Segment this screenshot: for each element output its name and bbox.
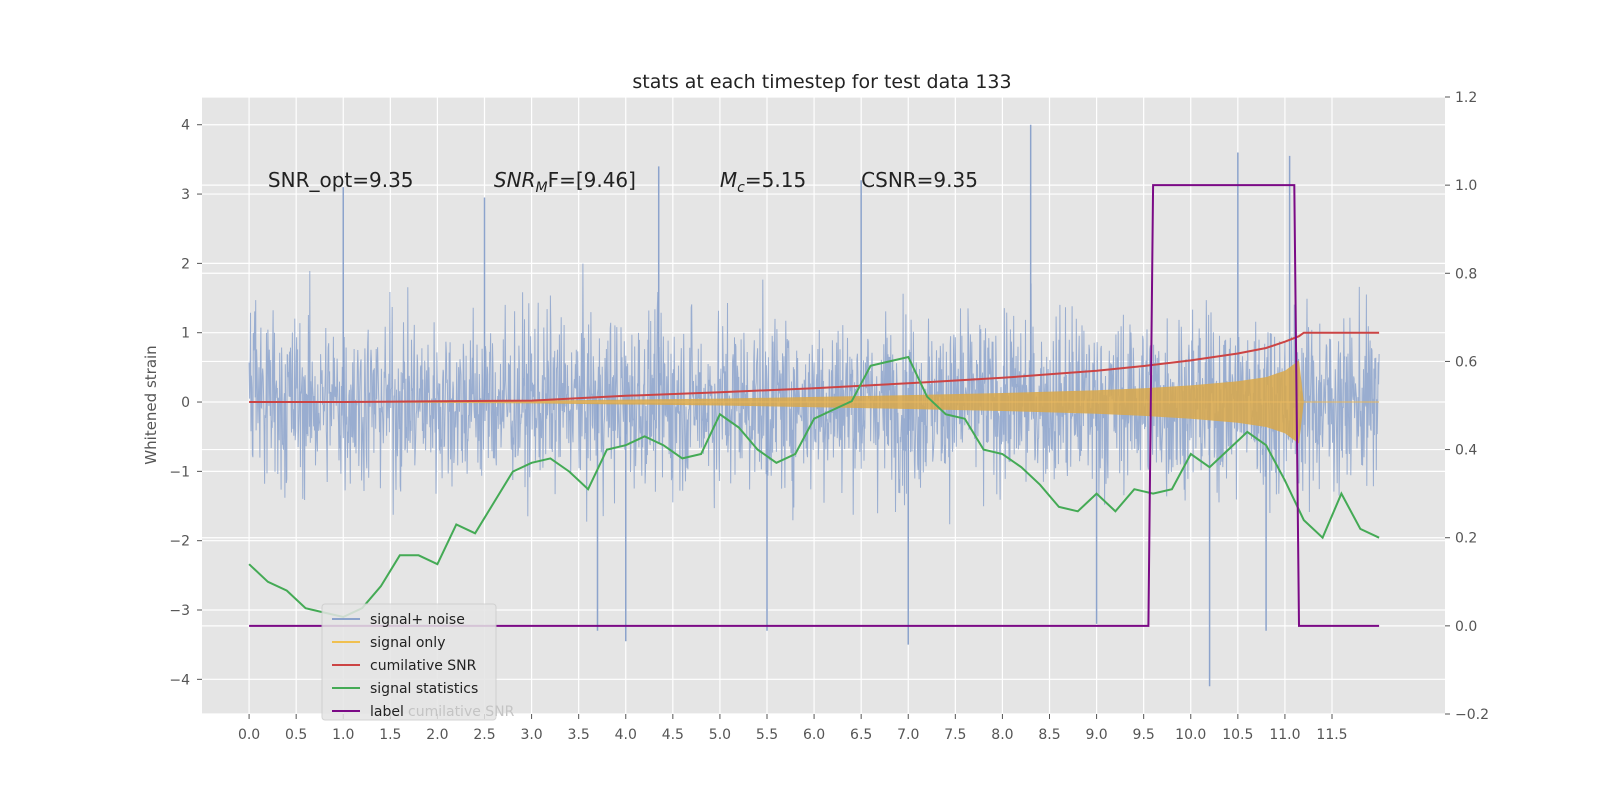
legend-entry: signal only bbox=[370, 635, 445, 651]
y2-tick-label: 0.0 bbox=[1455, 619, 1477, 635]
legend-entry: label bbox=[370, 704, 404, 720]
y2-tick-label: 0.8 bbox=[1455, 266, 1477, 282]
x-tick-label: 5.5 bbox=[756, 727, 778, 743]
label-line bbox=[249, 184, 1380, 627]
y-tick-label: −1 bbox=[169, 464, 190, 480]
y-axis-label: Whitened strain bbox=[142, 345, 160, 464]
y2-tick-label: 0.4 bbox=[1455, 443, 1477, 459]
x-tick-label: 10.0 bbox=[1175, 727, 1206, 743]
y2-tick-label: 1.2 bbox=[1455, 90, 1477, 106]
annotations: SNR_opt=9.35 SNRMF=[9.46] Mc=5.15 CSNR=9.35 bbox=[268, 168, 978, 196]
annotation-2: Mc=5.15 bbox=[720, 168, 806, 196]
x-tick-label: 3.0 bbox=[520, 727, 542, 743]
x-tick-label: 6.5 bbox=[850, 727, 872, 743]
annotation-3: CSNR=9.35 bbox=[861, 168, 978, 192]
legend-entry: signal+ noise bbox=[370, 612, 465, 628]
legend-box bbox=[321, 603, 497, 721]
cumulative-snr-line bbox=[249, 331, 1380, 403]
x-tick-label: 1.5 bbox=[379, 727, 401, 743]
legend-entry: cumilative SNR bbox=[370, 658, 477, 674]
x-tick-label: 0.5 bbox=[285, 727, 307, 743]
x-tick-label: 7.5 bbox=[944, 727, 966, 743]
x-tick-label: 2.0 bbox=[426, 727, 448, 743]
x-tick-label: 9.0 bbox=[1085, 727, 1107, 743]
x-tick-label: 4.5 bbox=[662, 727, 684, 743]
axes: 0.0 0.5 1.0 1.5 2.0 2.5 3.0 3.5 4.0 4.5 5.0 5.5 6.0 6… bbox=[169, 90, 1489, 743]
x-tick-label: 7.0 bbox=[897, 727, 919, 743]
y-tick-label: 1 bbox=[181, 326, 190, 342]
y2-tick-label: 0.2 bbox=[1455, 531, 1477, 547]
series-layer bbox=[248, 124, 1380, 687]
legend-overlapped-text: cumilative SNR bbox=[408, 704, 515, 720]
y-tick-label: −4 bbox=[169, 672, 190, 688]
x-tick-label: 3.5 bbox=[568, 727, 590, 743]
x-tick-label: 10.5 bbox=[1222, 727, 1253, 743]
y-tick-label: −2 bbox=[169, 534, 190, 550]
y-tick-label: 4 bbox=[181, 118, 190, 134]
signal-statistics-line bbox=[248, 355, 1380, 619]
y2-tick-label: −0.2 bbox=[1455, 707, 1489, 723]
chart-title: stats at each timestep for test data 133 bbox=[632, 71, 1011, 93]
x-tick-label: 2.5 bbox=[473, 727, 495, 743]
y-tick-label: −3 bbox=[169, 603, 190, 619]
y-tick-label: 2 bbox=[181, 256, 190, 272]
y-tick-label: 3 bbox=[181, 187, 190, 203]
x-tick-label: 5.0 bbox=[709, 727, 731, 743]
annotation-0: SNR_opt=9.35 bbox=[268, 168, 414, 192]
legend-entry: signal statistics bbox=[370, 681, 478, 697]
x-tick-label: 0.0 bbox=[238, 727, 260, 743]
x-tick-label: 8.5 bbox=[1038, 727, 1060, 743]
y2-tick-label: 0.6 bbox=[1455, 354, 1477, 370]
x-tick-label: 6.0 bbox=[803, 727, 825, 743]
x-tick-label: 8.0 bbox=[991, 727, 1013, 743]
x-tick-label: 9.5 bbox=[1133, 727, 1155, 743]
y2-tick-label: 1.0 bbox=[1455, 178, 1477, 194]
legend: cumilative SNR signal+ noise signal only cu… bbox=[321, 603, 515, 721]
y-tick-label: 0 bbox=[181, 395, 190, 411]
annotation-1: SNRMF=[9.46] bbox=[494, 168, 636, 196]
x-tick-label: 1.0 bbox=[332, 727, 354, 743]
x-tick-label: 4.0 bbox=[615, 727, 637, 743]
x-tick-label: 11.5 bbox=[1316, 727, 1347, 743]
x-tick-label: 11.0 bbox=[1269, 727, 1300, 743]
